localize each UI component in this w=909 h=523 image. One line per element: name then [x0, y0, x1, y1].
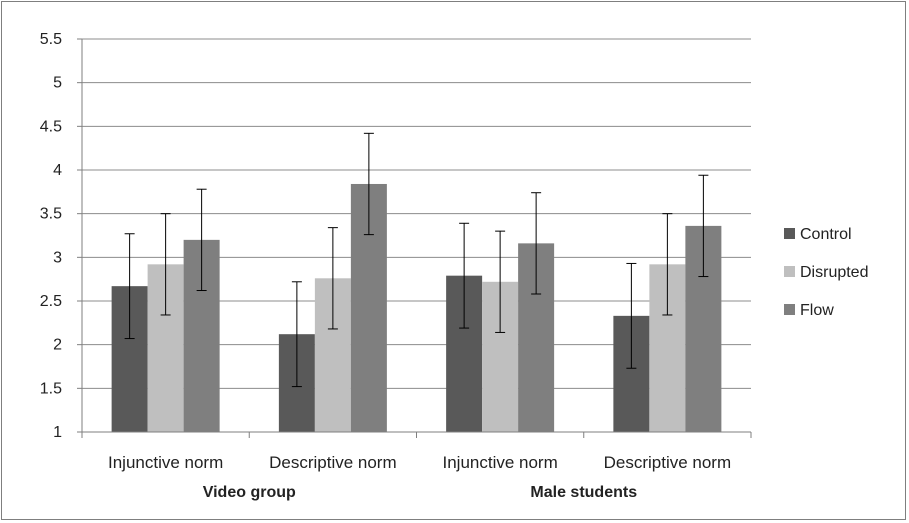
legend-swatch-control	[784, 228, 795, 239]
legend-label-control: Control	[800, 226, 852, 243]
axes	[77, 38, 752, 438]
legend-swatch-flow	[784, 304, 795, 315]
y-tick-label: 3.5	[40, 206, 62, 223]
error-bars	[124, 132, 709, 388]
axis-labels: 1 1.5 2 2.5 3 3.5 4 4.5 5 5.5 Injunctive norm Descr…	[40, 31, 731, 501]
bars	[111, 183, 722, 432]
legend-swatch-disrupted	[784, 266, 795, 277]
y-tick-label: 1.5	[40, 380, 62, 397]
y-tick-label: 2.5	[40, 293, 62, 310]
y-tick-label: 2	[53, 337, 62, 354]
x-group-label: Male students	[530, 484, 637, 501]
legend-label-flow: Flow	[800, 302, 834, 319]
y-tick-label: 3	[53, 249, 62, 266]
y-tick-label: 4	[53, 162, 62, 179]
y-tick-label: 1	[53, 424, 62, 441]
legend-label-disrupted: Disrupted	[800, 264, 868, 281]
x-category-label: Descriptive norm	[269, 453, 397, 472]
x-category-label: Injunctive norm	[442, 453, 557, 472]
legend: Control Disrupted Flow	[784, 226, 868, 319]
y-tick-label: 4.5	[40, 118, 62, 135]
x-category-label: Descriptive norm	[604, 453, 732, 472]
x-category-label: Injunctive norm	[108, 453, 223, 472]
y-tick-label: 5	[53, 75, 62, 92]
x-group-label: Video group	[203, 484, 296, 501]
y-tick-label: 5.5	[40, 31, 62, 48]
